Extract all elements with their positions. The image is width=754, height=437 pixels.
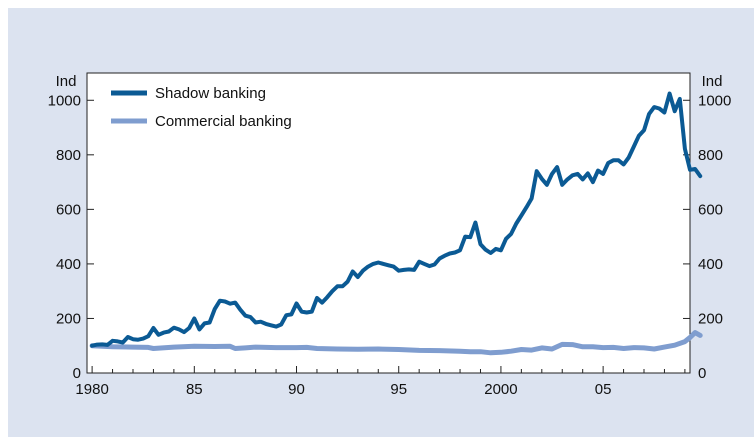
y-tick-label-right: 1000 — [698, 92, 731, 109]
x-tick-label: 1980 — [75, 381, 108, 398]
x-tick-label: 85 — [186, 381, 203, 398]
series-line-1 — [89, 330, 703, 356]
y-tick-label-right: 800 — [698, 147, 723, 164]
y-axis-label-left: Ind — [56, 73, 77, 90]
legend: Shadow banking Commercial banking — [111, 85, 292, 130]
y-tick-label-left: 800 — [56, 147, 81, 164]
y-tick-label-right: 400 — [698, 256, 723, 273]
x-tick-label: 95 — [390, 381, 407, 398]
legend-label-1: Commercial banking — [155, 113, 292, 130]
y-tick-label-left: 600 — [56, 201, 81, 218]
y-tick-label-right: 0 — [698, 365, 706, 382]
x-tick-label: 90 — [288, 381, 305, 398]
x-tick-label: 05 — [595, 381, 612, 398]
y-tick-label-left: 400 — [56, 256, 81, 273]
y-axis-label-right: Ind — [702, 73, 723, 90]
series-line-0 — [90, 91, 703, 348]
y-tick-label-left: 1000 — [48, 92, 81, 109]
x-tick-label: 2000 — [484, 381, 517, 398]
series-layer — [89, 91, 703, 356]
plot-area — [86, 72, 691, 374]
y-tick-label-right: 200 — [698, 310, 723, 327]
y-tick-label-left: 0 — [73, 365, 81, 382]
y-tick-label-left: 200 — [56, 310, 81, 327]
axes: 0 0 200 200 400 400 600 600 800 800 1000 1000 1980 85… — [48, 92, 732, 398]
y-tick-label-right: 600 — [698, 201, 723, 218]
legend-label-0: Shadow banking — [155, 85, 266, 102]
